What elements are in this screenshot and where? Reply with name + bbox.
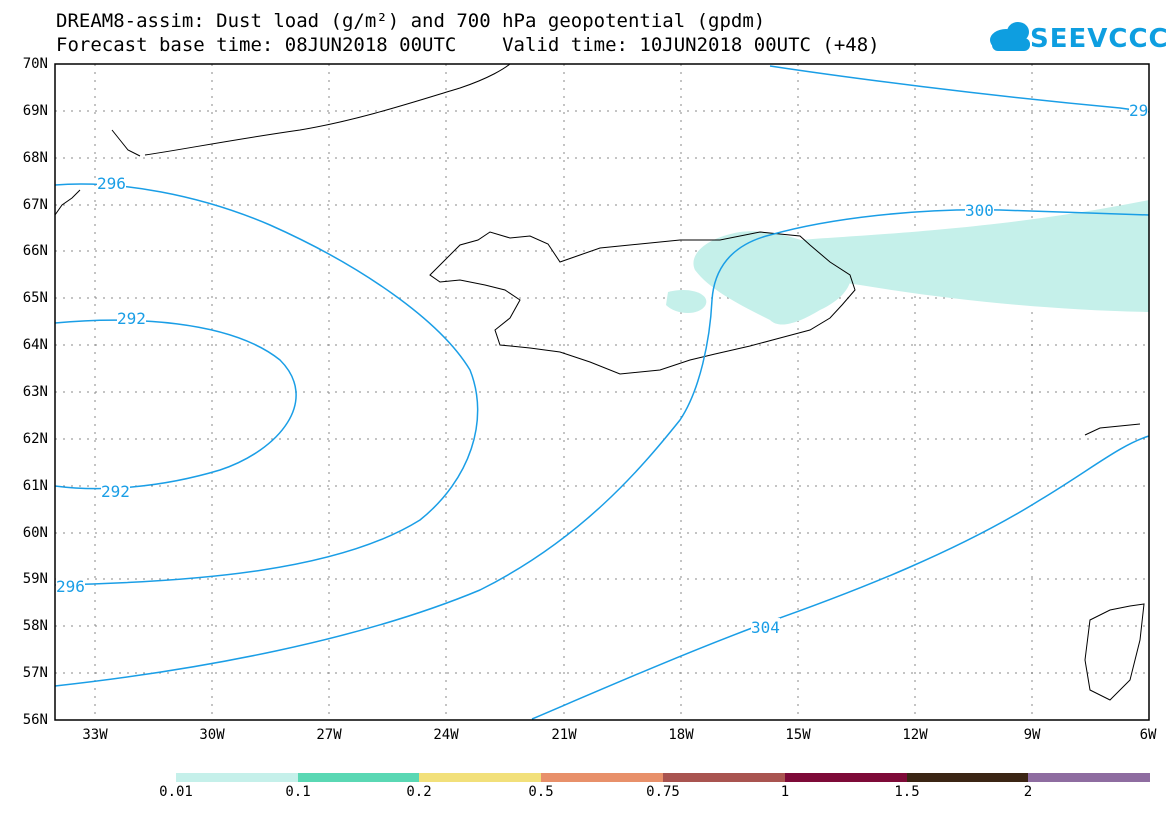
coastlines [54, 63, 1145, 701]
colorbar-segment-2 [298, 773, 419, 782]
contour-label: 296 [56, 577, 85, 596]
contour-label: 29 [1129, 101, 1149, 120]
lon-label: 24W [433, 727, 459, 743]
colorbar-segment-7 [907, 773, 1028, 782]
contour-label: 300 [965, 201, 994, 220]
lat-label: 68N [22, 150, 48, 166]
colorbar-segment-6 [785, 773, 907, 782]
colorbar-segment-5 [663, 773, 785, 782]
map-title: DREAM8-assim: Dust load (g/m²) and 700 h… [56, 10, 766, 32]
colorbar-segment-8 [1028, 773, 1150, 782]
colorbar [176, 773, 1150, 782]
lon-label: 27W [316, 727, 342, 743]
colorbar-label: 0.01 [159, 784, 193, 800]
colorbar-segment-1 [176, 773, 298, 782]
lon-label: 12W [902, 727, 928, 743]
lat-label: 65N [22, 290, 48, 306]
colorbar-label: 1 [780, 784, 790, 800]
colorbar-label: 0.5 [528, 784, 554, 800]
lat-label: 57N [22, 665, 48, 681]
lon-label: 18W [668, 727, 694, 743]
colorbar-label: 0.75 [646, 784, 680, 800]
lon-label: 15W [785, 727, 811, 743]
map-frame [54, 63, 1150, 721]
lat-label: 70N [22, 56, 48, 72]
contour-label: 292 [117, 309, 146, 328]
lat-label: 66N [22, 243, 48, 259]
contour-label: 292 [101, 482, 130, 501]
grid [55, 64, 1149, 720]
cloud-icon [990, 22, 1030, 51]
lat-label: 61N [22, 478, 48, 494]
colorbar-label: 1.5 [894, 784, 920, 800]
colorbar-label: 2 [1023, 784, 1033, 800]
map-subtitle: Forecast base time: 08JUN2018 00UTC Vali… [56, 34, 880, 56]
logo-text: SEEVCCC [1030, 24, 1169, 54]
lon-label: 30W [199, 727, 225, 743]
contour-label: 296 [97, 174, 126, 193]
colorbar-segment-3 [419, 773, 541, 782]
lat-label: 63N [22, 384, 48, 400]
lat-label: 59N [22, 571, 48, 587]
lat-label: 62N [22, 431, 48, 447]
lat-label: 56N [22, 712, 48, 728]
lat-label: 64N [22, 337, 48, 353]
lat-label: 60N [22, 525, 48, 541]
colorbar-label: 0.1 [285, 784, 311, 800]
colorbar-segment-4 [541, 773, 663, 782]
lat-label: 69N [22, 103, 48, 119]
lat-label: 58N [22, 618, 48, 634]
contour-label: 304 [751, 618, 780, 637]
lat-label: 67N [22, 197, 48, 213]
lon-label: 9W [1023, 727, 1041, 743]
dust-field [666, 200, 1149, 325]
lon-label: 33W [82, 727, 108, 743]
lon-label: 6W [1139, 727, 1157, 743]
lon-label: 21W [551, 727, 577, 743]
colorbar-label: 0.2 [406, 784, 432, 800]
